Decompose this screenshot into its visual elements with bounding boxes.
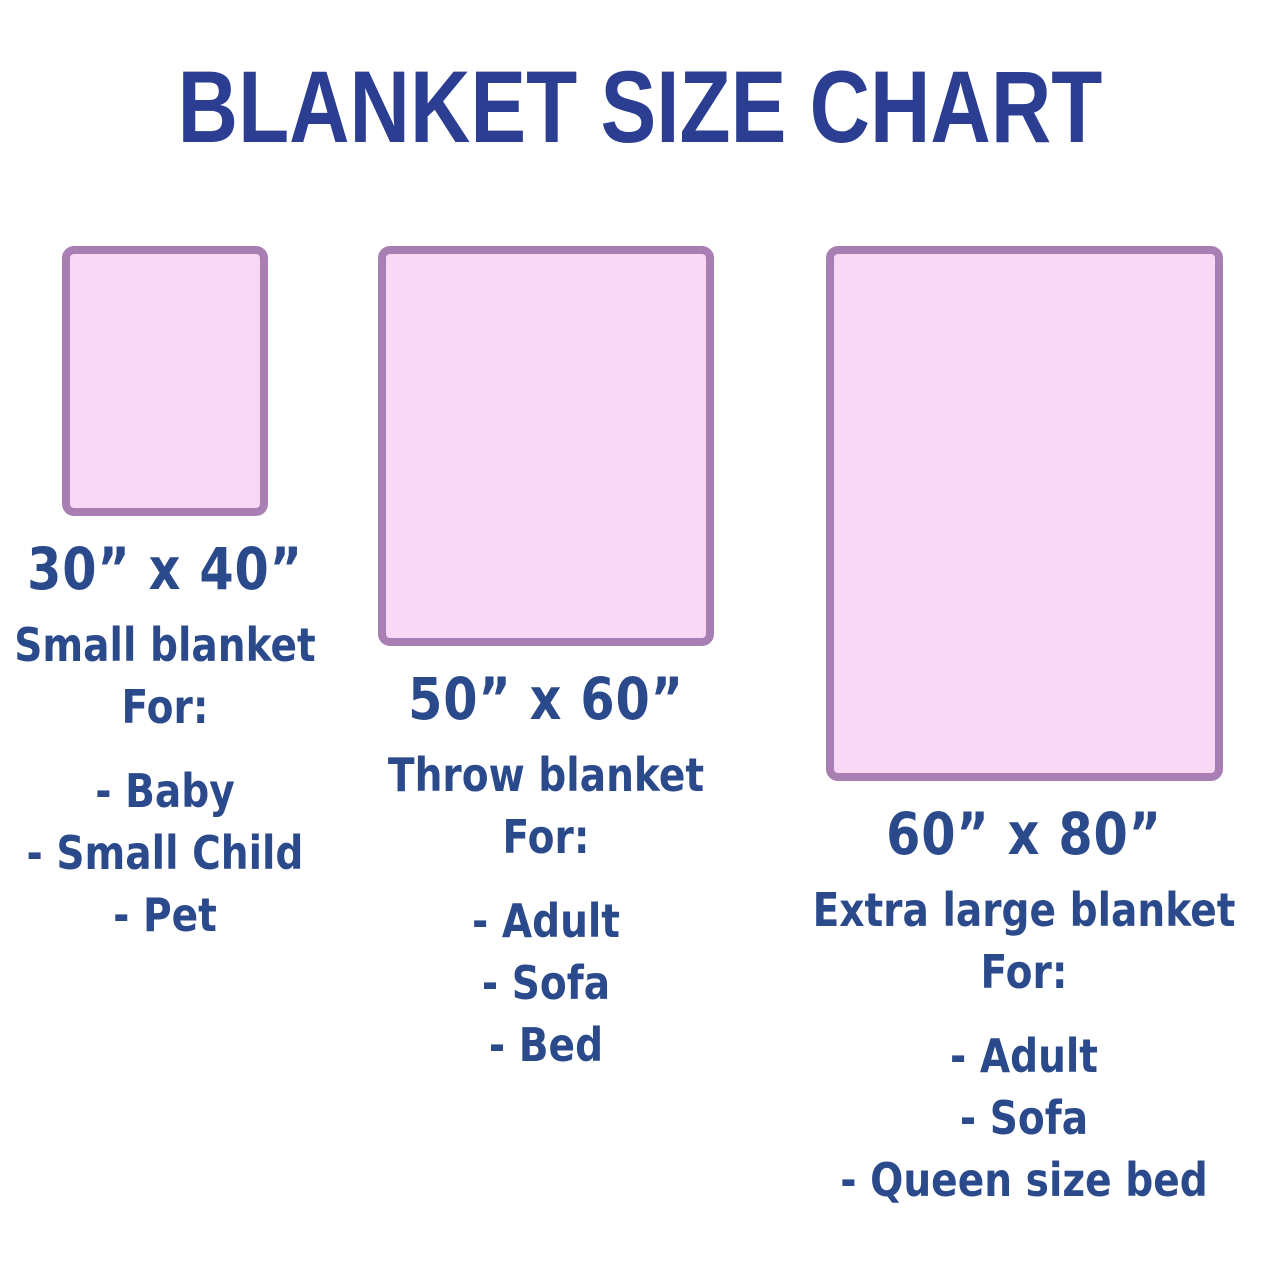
size-label-throw: 50” x 60” <box>408 665 684 733</box>
use-item: - Bed <box>488 1018 604 1072</box>
use-item: - Small Child <box>26 826 304 880</box>
use-item: - Pet <box>113 888 217 942</box>
column-small-blanket: 30” x 40” Small blanket For: - Baby - Sm… <box>5 246 325 946</box>
column-throw-blanket: 50” x 60” Throw blanket For: - Adult - S… <box>356 246 736 1076</box>
use-list-throw: - Adult - Sofa - Bed <box>283 890 810 1076</box>
use-item: - Adult <box>471 894 621 948</box>
use-list-extra-large: - Adult - Sofa - Queen size bed <box>761 1025 1280 1211</box>
column-extra-large-text: 60” x 80” Extra large blanket For: - Adu… <box>761 781 1280 1211</box>
column-extra-large-blanket: 60” x 80” Extra large blanket For: - Adu… <box>788 246 1260 1211</box>
use-item: - Baby <box>95 764 235 818</box>
use-item: - Adult <box>949 1029 1099 1083</box>
use-item: - Sofa <box>481 956 611 1010</box>
blanket-rect-small <box>62 246 268 516</box>
for-label-extra-large: For: <box>980 945 1068 999</box>
blanket-type-extra-large: Extra large blanket <box>812 883 1236 937</box>
column-small-text: 30” x 40” Small blanket For: - Baby - Sm… <box>0 516 429 946</box>
column-throw-text: 50” x 60” Throw blanket For: - Adult - S… <box>283 646 810 1076</box>
blanket-rect-throw <box>378 246 714 646</box>
blanket-type-throw: Throw blanket <box>387 748 705 802</box>
use-item: - Queen size bed <box>840 1153 1208 1207</box>
for-label-throw: For: <box>502 810 590 864</box>
size-label-extra-large: 60” x 80” <box>886 800 1162 868</box>
use-item: - Sofa <box>959 1091 1089 1145</box>
for-label-small: For: <box>121 680 209 734</box>
size-label-small: 30” x 40” <box>27 535 303 603</box>
blanket-type-small: Small blanket <box>14 618 316 672</box>
page-title: BLANKET SIZE CHART <box>177 50 1103 164</box>
use-list-small: - Baby - Small Child - Pet <box>0 760 429 946</box>
blanket-rect-extra-large <box>825 246 1223 781</box>
